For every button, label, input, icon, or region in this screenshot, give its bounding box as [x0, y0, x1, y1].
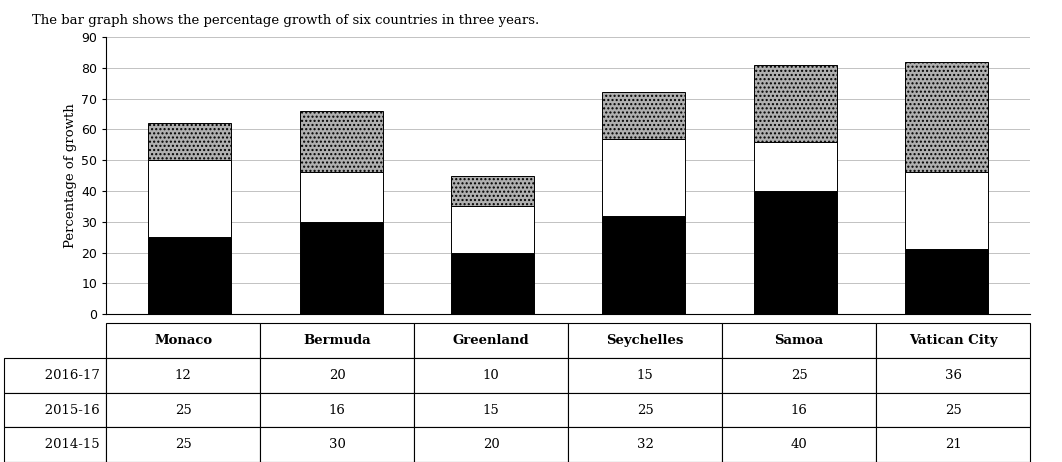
Bar: [299, 172, 382, 222]
Bar: [451, 207, 534, 253]
Bar: [299, 111, 382, 172]
Y-axis label: Percentage of growth: Percentage of growth: [64, 103, 78, 248]
Bar: [602, 139, 685, 216]
Bar: [149, 237, 232, 314]
Bar: [451, 253, 534, 314]
Bar: [754, 65, 837, 142]
Text: The bar graph shows the percentage growth of six countries in three years.: The bar graph shows the percentage growt…: [32, 14, 539, 27]
Bar: [602, 216, 685, 314]
Bar: [149, 160, 232, 237]
Bar: [451, 176, 534, 207]
Bar: [149, 123, 232, 160]
Bar: [602, 92, 685, 139]
FancyBboxPatch shape: [19, 401, 96, 419]
FancyBboxPatch shape: [19, 366, 96, 385]
Bar: [754, 142, 837, 191]
Bar: [905, 249, 988, 314]
Bar: [754, 191, 837, 314]
Bar: [299, 222, 382, 314]
Bar: [905, 61, 988, 172]
Bar: [905, 172, 988, 249]
FancyBboxPatch shape: [19, 435, 96, 454]
